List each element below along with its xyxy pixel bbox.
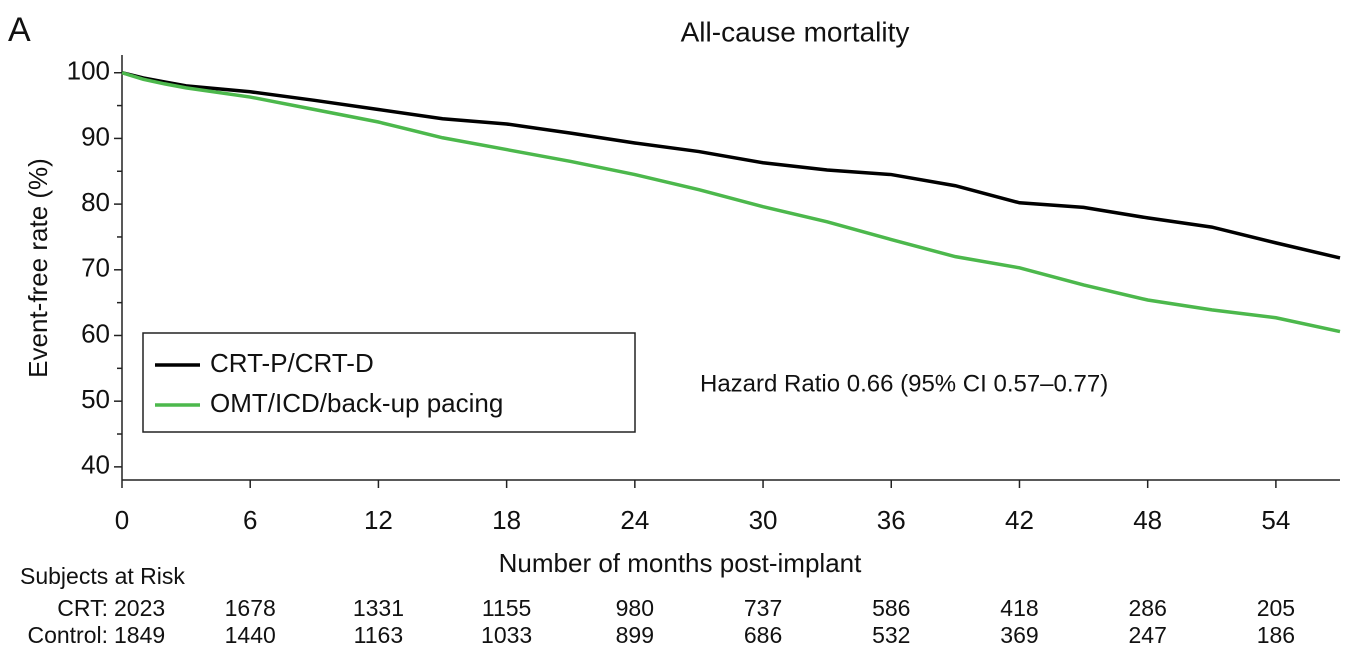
x-tick-label: 36	[877, 505, 906, 535]
x-tick-label: 12	[364, 505, 393, 535]
risk-count: 1331	[353, 595, 404, 621]
risk-count: 980	[616, 595, 654, 621]
x-tick-label: 18	[492, 505, 521, 535]
risk-count: 247	[1128, 622, 1166, 648]
annotation: Hazard Ratio 0.66 (95% CI 0.57–0.77)	[700, 370, 1108, 397]
x-tick-label: 0	[115, 505, 129, 535]
y-tick-label: 100	[67, 56, 110, 86]
y-tick-label: 70	[81, 253, 110, 283]
legend-label: OMT/ICD/back-up pacing	[210, 388, 503, 418]
risk-count: 186	[1257, 622, 1295, 648]
risk-table-title: Subjects at Risk	[20, 563, 185, 589]
survival-curve	[121, 71, 1341, 334]
x-axis-title: Number of months post-implant	[499, 548, 862, 578]
risk-count: 1163	[354, 622, 403, 648]
risk-count: 369	[1000, 622, 1038, 648]
risk-count: 1678	[225, 595, 276, 621]
risk-count: 737	[744, 595, 782, 621]
y-tick-label: 50	[81, 384, 110, 414]
y-axis-title: Event-free rate (%)	[23, 158, 53, 378]
risk-count: 286	[1128, 595, 1166, 621]
x-tick-label: 54	[1261, 505, 1290, 535]
risk-count: 418	[1000, 595, 1038, 621]
y-tick-label: 40	[81, 450, 110, 480]
y-tick-label: 60	[81, 318, 110, 348]
risk-count: 686	[744, 622, 782, 648]
risk-row-label: CRT:	[57, 595, 108, 621]
x-tick-label: 30	[749, 505, 778, 535]
risk-count: 1849	[114, 622, 165, 648]
risk-count: 532	[872, 622, 910, 648]
x-tick-label: 48	[1133, 505, 1162, 535]
x-tick-label: 42	[1005, 505, 1034, 535]
y-tick-label: 80	[81, 187, 110, 217]
risk-row-label: Control:	[27, 622, 108, 648]
risk-count: 899	[616, 622, 654, 648]
risk-count: 1033	[481, 622, 532, 648]
risk-count: 205	[1257, 595, 1295, 621]
risk-count: 1440	[225, 622, 276, 648]
x-tick-label: 24	[620, 505, 649, 535]
y-tick-label: 90	[81, 121, 110, 151]
legend-box	[142, 332, 636, 433]
risk-count: 2023	[114, 595, 165, 621]
risk-count: 586	[872, 595, 910, 621]
chart-title: All-cause mortality	[681, 16, 910, 47]
survival-curve	[121, 71, 1341, 260]
risk-count: 1155	[482, 595, 531, 621]
panel-label: A	[8, 11, 31, 49]
legend-label: CRT-P/CRT-D	[210, 348, 374, 378]
x-tick-label: 6	[243, 505, 257, 535]
